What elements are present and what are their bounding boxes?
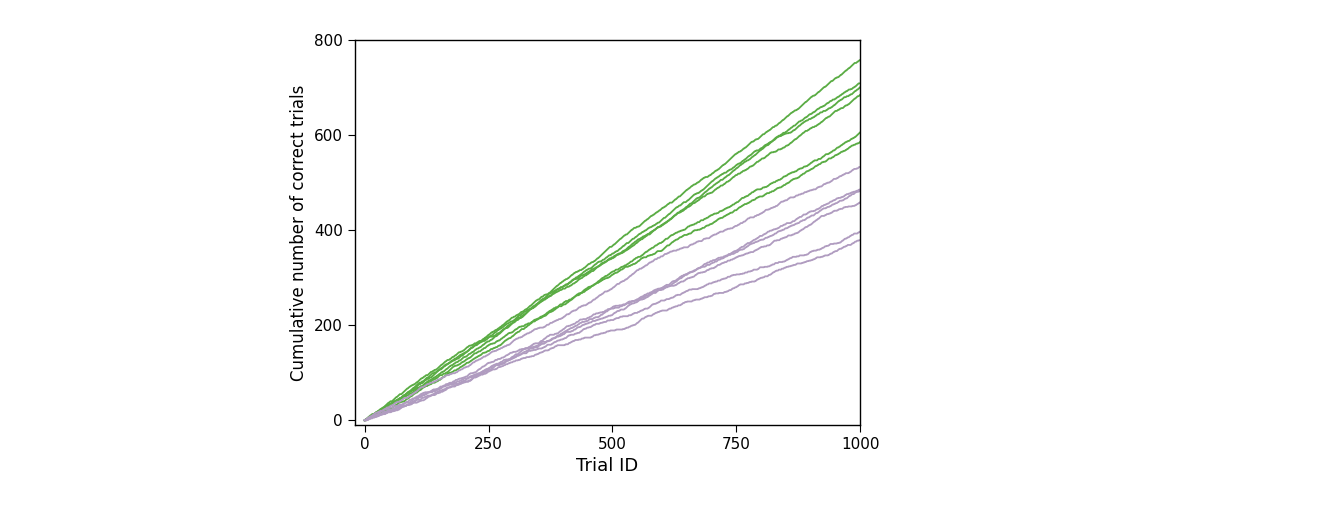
Y-axis label: Cumulative number of correct trials: Cumulative number of correct trials	[290, 84, 309, 381]
X-axis label: Trial ID: Trial ID	[577, 457, 638, 475]
